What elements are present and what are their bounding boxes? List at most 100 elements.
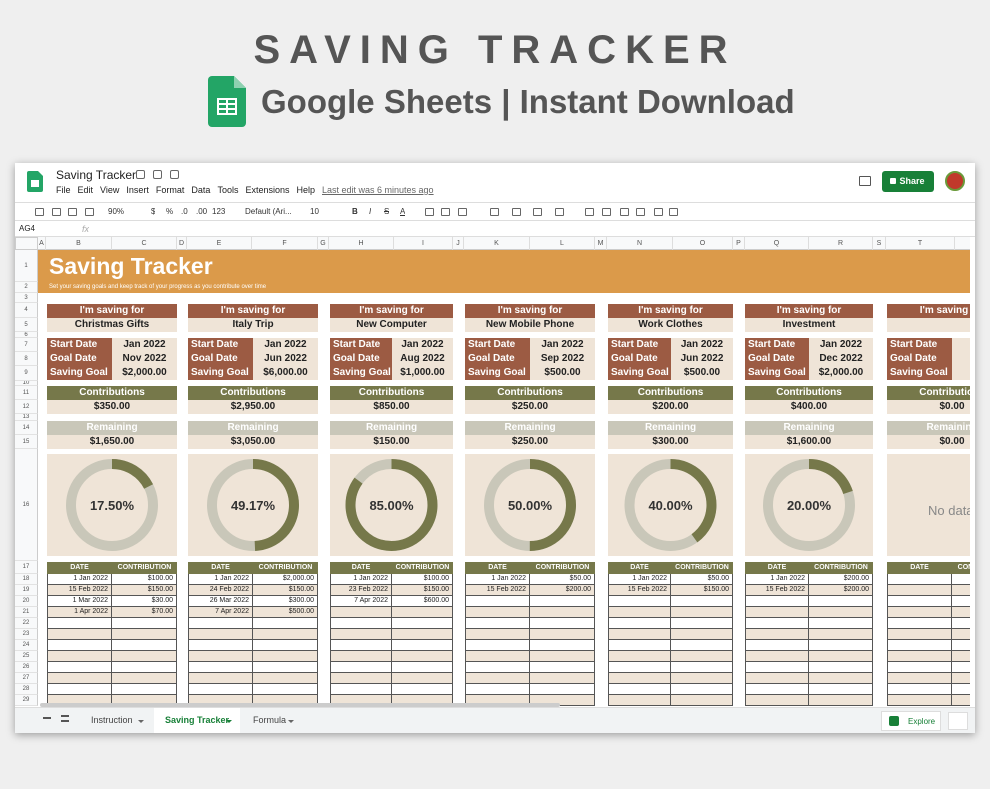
row-header[interactable]: 27 xyxy=(15,673,38,684)
toolbar-icon[interactable] xyxy=(669,208,678,216)
toolbar-icon[interactable] xyxy=(490,208,499,216)
sheet-tab[interactable]: Saving Tracker xyxy=(154,708,240,733)
row-header[interactable]: 23 xyxy=(15,629,38,640)
row-header[interactable]: 21 xyxy=(15,607,38,618)
column-header[interactable]: R xyxy=(809,237,873,250)
menu-item[interactable]: Insert xyxy=(126,185,149,195)
toolbar-font[interactable]: Default (Ari... xyxy=(245,207,292,216)
sheet-tab[interactable]: Instruction xyxy=(91,715,133,725)
add-sheet[interactable] xyxy=(43,717,51,719)
menu-item[interactable]: Data xyxy=(191,185,211,195)
menu-item[interactable]: Help xyxy=(296,185,315,195)
column-header[interactable]: H xyxy=(329,237,394,250)
toolbar-icon[interactable] xyxy=(68,208,77,216)
toolbar-dec-more[interactable]: .00 xyxy=(196,207,208,216)
column-header[interactable]: Q xyxy=(745,237,809,250)
row-header[interactable]: 29 xyxy=(15,695,38,706)
row-header[interactable]: 9 xyxy=(15,366,38,381)
toolbar-icon[interactable] xyxy=(458,208,467,216)
row-header[interactable]: 5 xyxy=(15,318,38,332)
toolbar-bold[interactable]: B xyxy=(352,207,358,216)
row-header[interactable]: 24 xyxy=(15,640,38,651)
row-header[interactable]: 11 xyxy=(15,386,38,400)
row-header[interactable]: 15 xyxy=(15,435,38,449)
toolbar-icon[interactable] xyxy=(555,208,564,216)
row-header[interactable]: 1 xyxy=(15,250,38,282)
row-header[interactable]: 19 xyxy=(15,585,38,596)
column-header[interactable]: A xyxy=(38,237,46,250)
toolbar-italic[interactable]: I xyxy=(369,207,372,216)
column-header[interactable]: K xyxy=(464,237,530,250)
toolbar-icon[interactable] xyxy=(585,208,594,216)
row-header[interactable]: 4 xyxy=(15,303,38,318)
row-header[interactable]: 20 xyxy=(15,596,38,607)
toolbar-color[interactable]: A xyxy=(400,207,406,216)
column-header[interactable]: S xyxy=(873,237,886,250)
toolbar-currency[interactable]: $ xyxy=(151,207,156,216)
column-header[interactable]: N xyxy=(607,237,673,250)
doc-title[interactable]: Saving Tracker xyxy=(56,168,137,182)
row-header[interactable]: 18 xyxy=(15,574,38,585)
toolbar-zoom[interactable]: 90% xyxy=(108,207,125,216)
cloud-icon[interactable] xyxy=(170,170,179,179)
column-header[interactable]: G xyxy=(318,237,329,250)
row-header[interactable]: 7 xyxy=(15,338,38,352)
toolbar-icon[interactable] xyxy=(512,208,521,216)
sheet-tab[interactable]: Formula xyxy=(253,715,287,725)
toolbar-icon[interactable] xyxy=(35,208,44,216)
column-header[interactable]: I xyxy=(394,237,453,250)
toolbar-icon[interactable] xyxy=(602,208,611,216)
row-header[interactable]: 16 xyxy=(15,449,38,561)
column-header[interactable]: P xyxy=(733,237,745,250)
scrollbar[interactable] xyxy=(40,703,560,707)
column-header[interactable]: T xyxy=(886,237,955,250)
row-header[interactable]: 22 xyxy=(15,618,38,629)
sheet-list[interactable] xyxy=(61,715,69,722)
column-header[interactable]: D xyxy=(177,237,187,250)
row-header[interactable]: 26 xyxy=(15,662,38,673)
folder-icon[interactable] xyxy=(153,170,162,179)
row-header[interactable]: 14 xyxy=(15,421,38,435)
toolbar-icon[interactable] xyxy=(620,208,629,216)
row-header[interactable]: 10 xyxy=(15,381,38,386)
toolbar-size[interactable]: 10 xyxy=(310,207,319,216)
column-header[interactable]: E xyxy=(187,237,252,250)
comment-icon[interactable] xyxy=(859,176,871,186)
toolbar-icon[interactable] xyxy=(425,208,434,216)
toolbar-icon[interactable] xyxy=(533,208,542,216)
toolbar-percent[interactable]: % xyxy=(166,207,174,216)
star-icon[interactable] xyxy=(136,170,145,179)
menu-item[interactable]: Edit xyxy=(77,185,94,195)
row-header[interactable]: 28 xyxy=(15,684,38,695)
row-header[interactable]: 8 xyxy=(15,352,38,366)
last-edit[interactable]: Last edit was 6 minutes ago xyxy=(322,185,434,195)
menu-item[interactable]: Format xyxy=(155,185,185,195)
column-header[interactable]: C xyxy=(112,237,177,250)
toolbar-icon[interactable] xyxy=(52,208,61,216)
menu-item[interactable]: Extensions xyxy=(245,185,290,195)
menu-item[interactable]: View xyxy=(100,185,120,195)
menu-item[interactable]: Tools xyxy=(217,185,239,195)
toolbar-dec-less[interactable]: .0 xyxy=(181,207,188,216)
avatar[interactable] xyxy=(945,171,965,191)
toolbar-format[interactable]: 123 xyxy=(212,207,226,216)
row-header[interactable]: 13 xyxy=(15,414,38,421)
row-header[interactable]: 17 xyxy=(15,561,38,574)
row-header[interactable]: 2 xyxy=(15,282,38,293)
toolbar-icon[interactable] xyxy=(654,208,663,216)
share-button[interactable]: Share xyxy=(882,171,934,192)
column-header[interactable]: O xyxy=(673,237,733,250)
column-header[interactable]: F xyxy=(252,237,318,250)
cell-ref[interactable]: AG4 xyxy=(19,224,36,233)
toolbar-icon[interactable] xyxy=(85,208,94,216)
column-header[interactable]: L xyxy=(530,237,595,250)
column-header[interactable]: J xyxy=(453,237,464,250)
row-header[interactable]: 3 xyxy=(15,293,38,303)
toolbar-strike[interactable]: S xyxy=(384,207,390,216)
row-header[interactable]: 6 xyxy=(15,332,38,338)
row-header[interactable]: 25 xyxy=(15,651,38,662)
column-header[interactable]: B xyxy=(46,237,112,250)
row-header[interactable]: 12 xyxy=(15,400,38,414)
toolbar-icon[interactable] xyxy=(636,208,645,216)
collapse-button[interactable] xyxy=(948,712,968,730)
